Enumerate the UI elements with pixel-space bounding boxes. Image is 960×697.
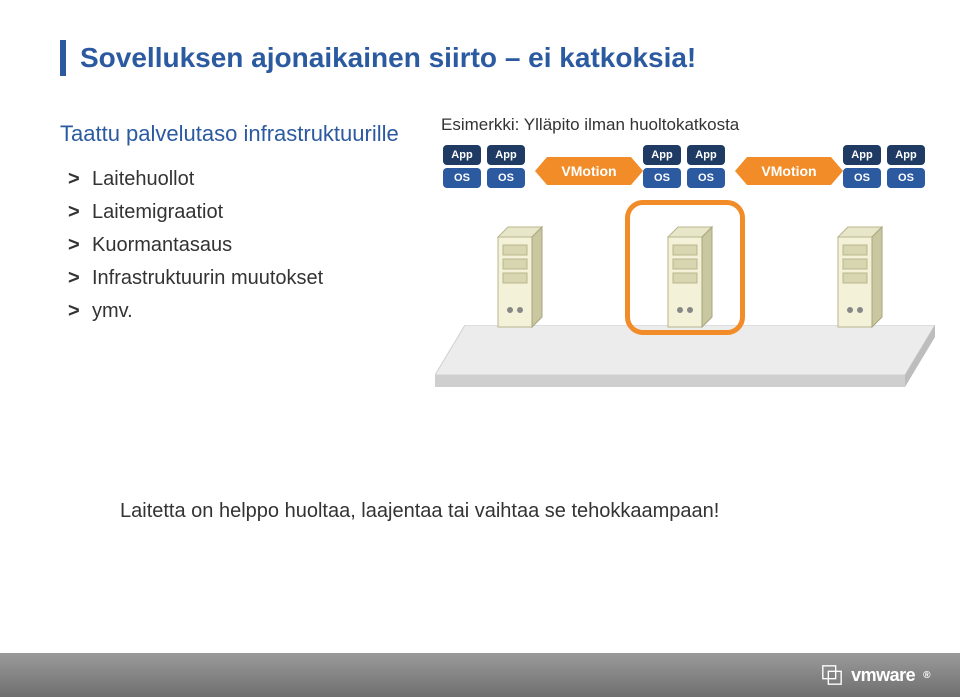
bullet-item: Kuormantasaus [68, 229, 420, 262]
lead-text: Taattu palvelutaso infrastruktuurille [60, 120, 420, 149]
server-icon [830, 225, 890, 335]
app-label: App [487, 145, 525, 165]
registered-mark: ® [923, 670, 930, 681]
app-os-stack: App OS [443, 145, 481, 188]
app-os-group: App OS App OS [443, 145, 525, 188]
app-label: App [843, 145, 881, 165]
bullet-item: Infrastruktuurin muutokset [68, 262, 420, 295]
app-label: App [887, 145, 925, 165]
app-os-group: App OS App OS [843, 145, 925, 188]
server-icon [660, 225, 720, 335]
os-label: OS [887, 168, 925, 188]
app-os-stack: App OS [643, 145, 681, 188]
app-os-stack: App OS [843, 145, 881, 188]
os-label: OS [643, 168, 681, 188]
brand-text: vmware [851, 665, 915, 686]
os-label: OS [687, 168, 725, 188]
vmotion-arrow: VMotion [547, 157, 631, 185]
app-label: App [443, 145, 481, 165]
platform-base [435, 325, 935, 395]
slide-title: Sovelluksen ajonaikainen siirto – ei kat… [80, 42, 696, 74]
example-label: Esimerkki: Ylläpito ilman huoltokatkosta [435, 115, 935, 135]
boxes-icon [821, 664, 843, 686]
app-os-stack: App OS [487, 145, 525, 188]
app-os-stack: App OS [687, 145, 725, 188]
vmotion-arrow: VMotion [747, 157, 831, 185]
title-wrap: Sovelluksen ajonaikainen siirto – ei kat… [60, 40, 696, 76]
server-icon [490, 225, 550, 335]
vmotion-diagram: App OS App OS App OS App OS App OS App OS VMotion VMo… [435, 145, 935, 405]
app-label: App [643, 145, 681, 165]
bullet-item: ymv. [68, 295, 420, 328]
bullet-item: Laitehuollot [68, 163, 420, 196]
brand-bar: vmware ® [0, 653, 960, 697]
os-label: OS [843, 168, 881, 188]
app-os-stack: App OS [887, 145, 925, 188]
right-column: Esimerkki: Ylläpito ilman huoltokatkosta… [435, 115, 935, 405]
os-label: OS [443, 168, 481, 188]
slide: Sovelluksen ajonaikainen siirto – ei kat… [0, 0, 960, 697]
title-accent-bar [60, 40, 66, 76]
footer-note: Laitetta on helppo huoltaa, laajentaa ta… [120, 500, 719, 523]
bullet-item: Laitemigraatiot [68, 196, 420, 229]
os-label: OS [487, 168, 525, 188]
vmware-logo: vmware ® [821, 664, 930, 686]
bullet-list: Laitehuollot Laitemigraatiot Kuormantasa… [60, 163, 420, 328]
app-label: App [687, 145, 725, 165]
left-column: Taattu palvelutaso infrastruktuurille La… [60, 120, 420, 328]
app-os-group: App OS App OS [643, 145, 725, 188]
